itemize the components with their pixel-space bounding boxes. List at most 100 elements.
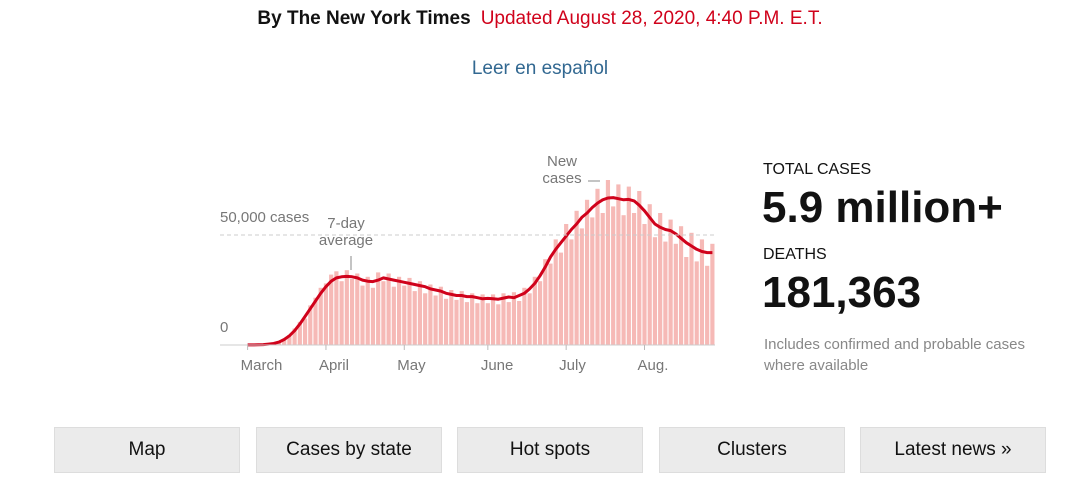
- cases-label: TOTAL CASES: [763, 161, 872, 178]
- byline: By The New York Times: [257, 8, 471, 29]
- bar: [647, 204, 652, 345]
- bar: [464, 302, 470, 345]
- chart: 0 50,000 cases March April May June July Aug.: [220, 180, 715, 374]
- nav-button[interactable]: Latest news »: [860, 427, 1046, 473]
- bar: [684, 257, 689, 345]
- bar: [365, 276, 370, 345]
- y-tick-label: 0: [220, 319, 228, 336]
- bar: [308, 305, 313, 345]
- bar: [402, 285, 407, 345]
- bar: [313, 297, 318, 345]
- bar: [616, 184, 621, 345]
- average-annotation: 7-day average: [318, 215, 374, 249]
- bar: [631, 213, 637, 345]
- bar: [292, 328, 297, 345]
- bar: [412, 291, 417, 345]
- bar: [376, 272, 381, 345]
- bar: [480, 294, 485, 345]
- bar: [537, 281, 543, 345]
- bar: [485, 303, 490, 345]
- bar: [423, 293, 428, 345]
- bar: [626, 186, 631, 345]
- bar: [443, 298, 449, 345]
- bar: [584, 199, 590, 345]
- bar: [637, 191, 642, 345]
- bar: [600, 213, 605, 345]
- bar: [652, 237, 658, 345]
- bar: [705, 265, 710, 345]
- x-tick-label: July: [559, 357, 586, 374]
- bar: [329, 274, 334, 345]
- bar: [527, 293, 532, 345]
- bar: [297, 321, 302, 345]
- deaths-value: 181,363: [762, 268, 922, 317]
- bar: [517, 301, 522, 345]
- deaths-label: DEATHS: [763, 246, 827, 263]
- bar: [428, 284, 433, 345]
- note: Includes confirmed and probable cases wh…: [764, 336, 1025, 374]
- bar: [658, 213, 663, 345]
- bar: [344, 270, 349, 345]
- bar: [381, 281, 386, 345]
- bar: [590, 217, 595, 345]
- bar: [360, 285, 365, 345]
- x-tick-label: April: [319, 357, 349, 374]
- bar: [595, 188, 600, 345]
- nav-button[interactable]: Clusters: [659, 427, 845, 473]
- bar: [605, 180, 611, 345]
- bar: [574, 210, 579, 345]
- byline-row: By The New York Times Updated August 28, …: [0, 8, 1080, 30]
- bar: [553, 239, 558, 345]
- x-tick-label: June: [481, 357, 514, 374]
- spanish-link[interactable]: Leer en español: [471, 58, 609, 79]
- bar: [678, 226, 684, 345]
- new-cases-annotation: New cases: [542, 153, 582, 187]
- bar: [611, 206, 616, 345]
- bar: [621, 215, 626, 345]
- y-tick-label: 50,000 cases: [220, 209, 309, 226]
- bar: [668, 219, 673, 345]
- bar: [459, 291, 464, 345]
- bar: [318, 287, 323, 345]
- nav-button[interactable]: Hot spots: [457, 427, 643, 473]
- bar: [490, 294, 496, 345]
- nav-button[interactable]: Map: [54, 427, 240, 473]
- bar: [391, 286, 396, 345]
- bar: [501, 293, 506, 345]
- bar: [282, 338, 287, 345]
- nav-button[interactable]: Cases by state: [256, 427, 442, 473]
- bar: [511, 292, 517, 345]
- x-tick-label: March: [241, 357, 283, 374]
- bar: [334, 271, 339, 345]
- bar: [475, 303, 480, 345]
- bar: [438, 286, 443, 345]
- bar: [579, 228, 584, 345]
- bar: [532, 276, 537, 345]
- bar: [558, 252, 564, 345]
- bar: [699, 239, 705, 345]
- bar: [407, 277, 412, 345]
- bar: [449, 290, 454, 345]
- bar: [302, 318, 308, 345]
- bar: [287, 335, 292, 345]
- bar: [339, 281, 344, 345]
- bar: [663, 241, 668, 345]
- bar: [506, 302, 511, 345]
- bar: [323, 283, 329, 345]
- bar: [569, 239, 574, 345]
- bar: [386, 273, 391, 345]
- bar: [710, 243, 715, 345]
- bar: [349, 279, 355, 345]
- x-tick-label: Aug.: [638, 357, 669, 374]
- bar: [673, 243, 678, 345]
- bar: [433, 295, 438, 345]
- bar: [689, 232, 694, 345]
- bar: [642, 224, 647, 345]
- bar: [396, 276, 402, 345]
- bar: [355, 273, 360, 345]
- bar: [548, 263, 553, 345]
- bar: [496, 304, 501, 345]
- bar: [417, 281, 423, 345]
- bar: [470, 293, 475, 345]
